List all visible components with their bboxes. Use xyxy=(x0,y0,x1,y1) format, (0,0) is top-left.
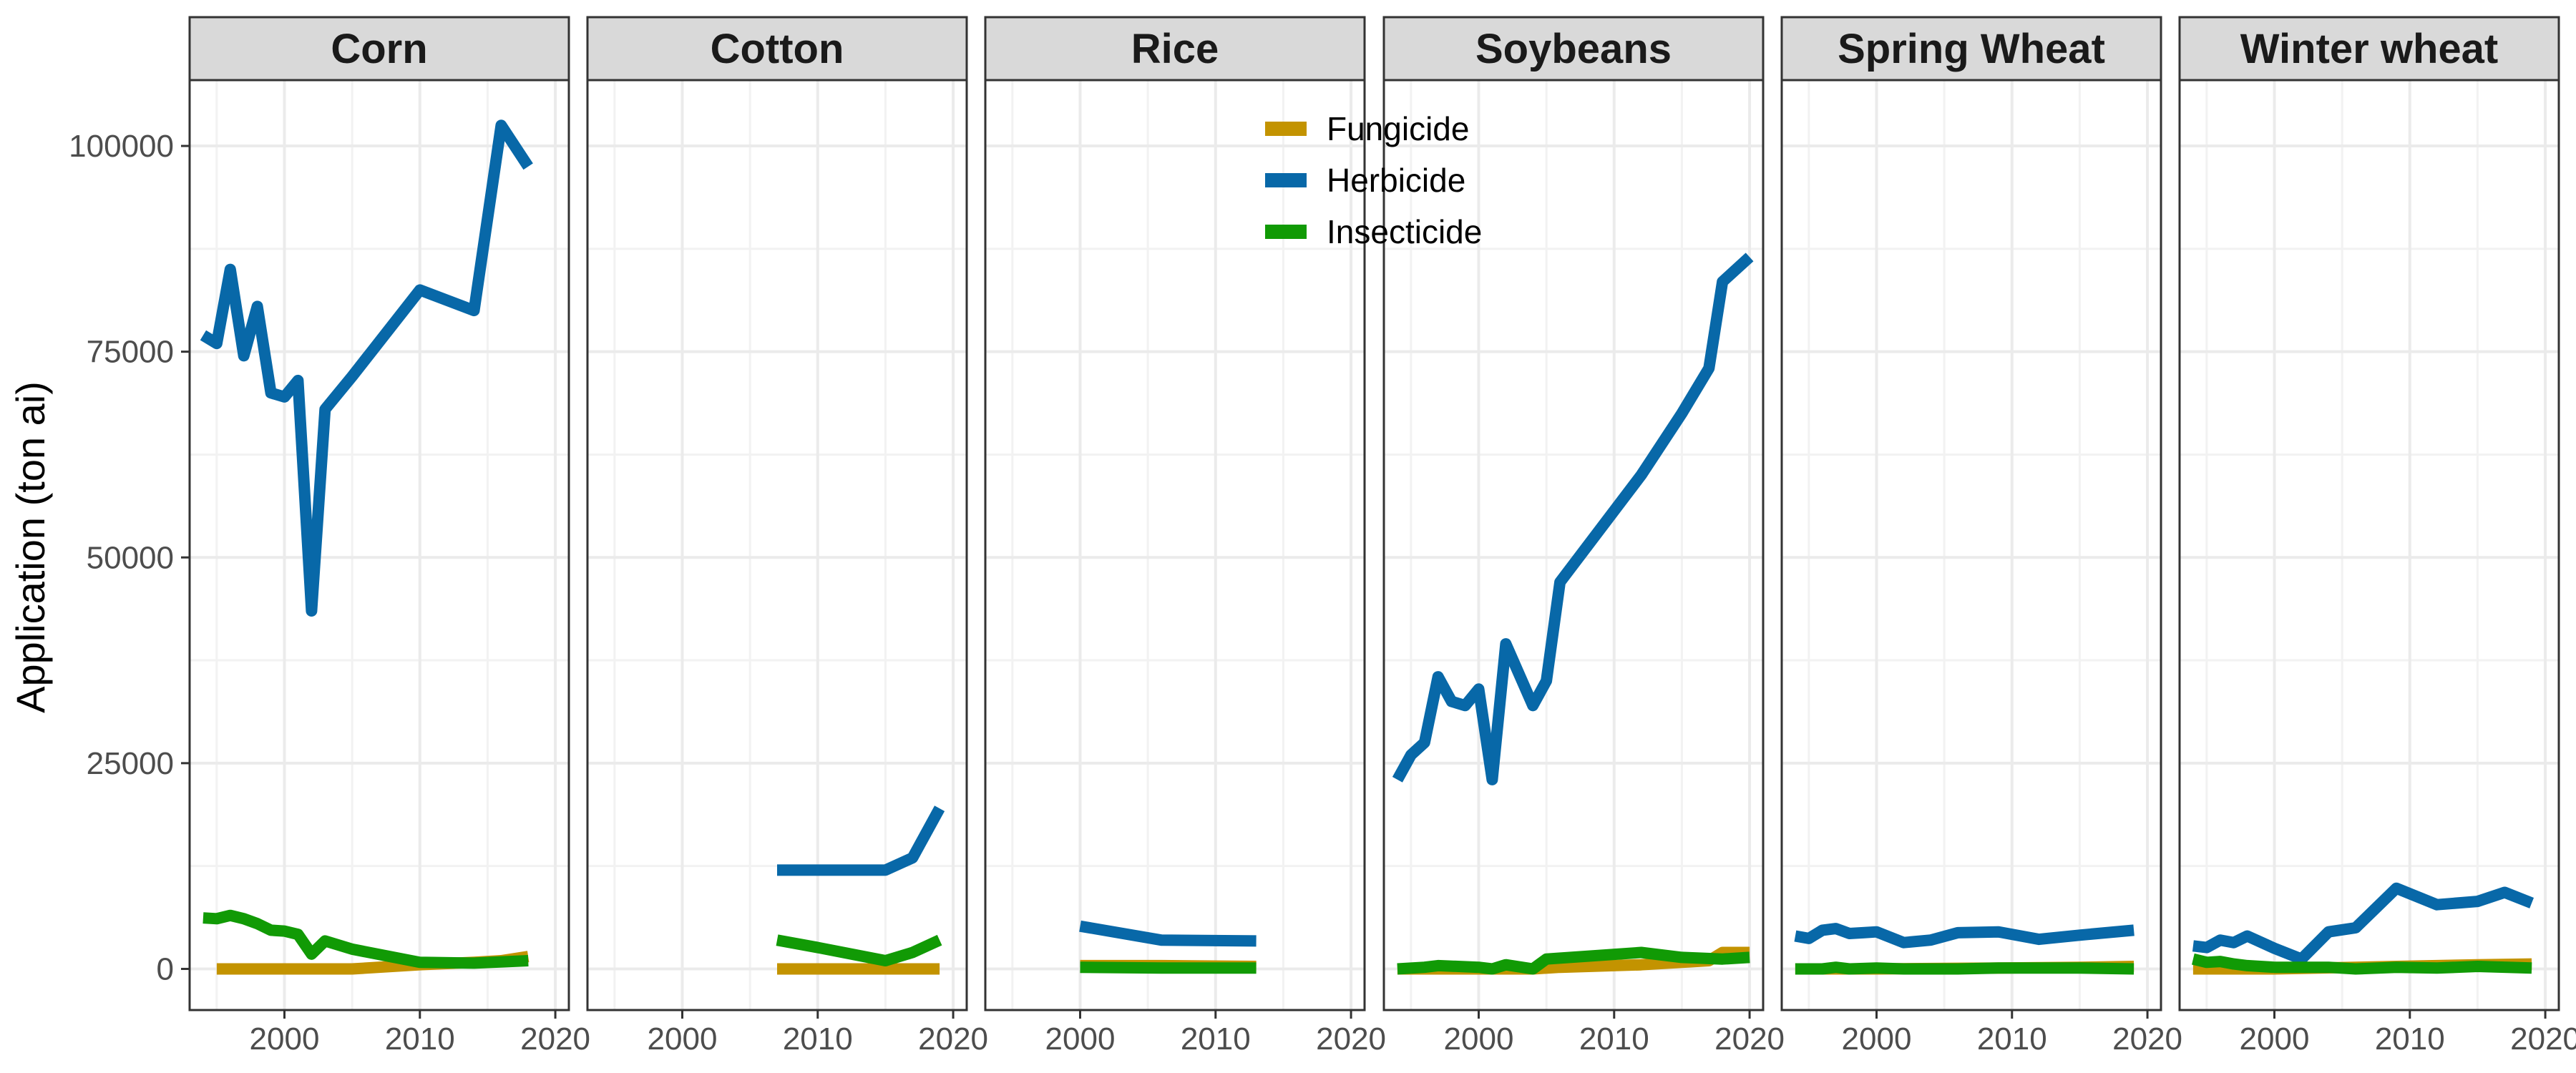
legend-label-insecticide: Insecticide xyxy=(1327,213,1482,250)
legend-key-insecticide xyxy=(1265,225,1307,239)
series-line-herbicide-spring-wheat xyxy=(1794,923,2135,949)
legend-key-herbicide xyxy=(1265,173,1307,187)
facet-strip-winter-wheat xyxy=(2178,16,2560,82)
facet-strip-cotton xyxy=(586,16,968,82)
x-tick-label: 2020 xyxy=(2112,1021,2182,1057)
series-line-herbicide-corn xyxy=(200,119,533,617)
x-tick-label: 2010 xyxy=(783,1021,853,1057)
x-tick-label: 2000 xyxy=(2240,1021,2310,1057)
facet-label-winter-wheat: Winter wheat xyxy=(2240,26,2498,72)
series-line-herbicide-soybeans xyxy=(1392,253,1754,785)
facet-label-soybeans: Soybeans xyxy=(1475,26,1672,72)
y-tick-label: 100000 xyxy=(69,129,174,164)
facet-label-spring-wheat: Spring Wheat xyxy=(1838,26,2105,72)
legend-label-herbicide: Herbicide xyxy=(1327,162,1465,199)
facet-label-corn: Corn xyxy=(331,26,427,72)
x-tick-label: 2020 xyxy=(1714,1021,1785,1057)
series-line-insecticide-winter-wheat xyxy=(2192,953,2532,975)
x-tick-label: 2000 xyxy=(1444,1021,1514,1057)
panel-soybeans: Soybeans 2000 2010 2020 xyxy=(1382,16,1785,1057)
series-line-insecticide-cotton xyxy=(776,934,942,966)
x-tick-label: 2010 xyxy=(1181,1021,1251,1057)
series-line-herbicide-cotton xyxy=(777,805,945,876)
series-line-herbicide-rice xyxy=(1079,920,1257,947)
series-line-insecticide-rice xyxy=(1080,961,1257,974)
series-line-herbicide-winter-wheat xyxy=(2192,882,2534,965)
x-tick-label: 2020 xyxy=(520,1021,590,1057)
x-tick-label: 2000 xyxy=(1045,1021,1116,1057)
panel-background xyxy=(587,80,967,1010)
panel-background xyxy=(1782,80,2161,1010)
facet-strip-rice xyxy=(984,16,1366,82)
x-tick-label: 2020 xyxy=(1316,1021,1386,1057)
x-tick-label: 2010 xyxy=(1579,1021,1649,1057)
panel-rice: Rice 2000 2010 2020 xyxy=(984,16,1386,1057)
series-line-insecticide-soybeans xyxy=(1397,946,1750,975)
x-tick-label: 2010 xyxy=(1977,1021,2047,1057)
x-tick-label: 2000 xyxy=(250,1021,320,1057)
panel-winter-wheat: Winter wheat 2000 2010 2020 xyxy=(2178,16,2576,1057)
series-line-insecticide-spring-wheat xyxy=(1795,961,2135,975)
panel-cotton: Cotton 2000 2010 2020 xyxy=(586,16,988,1057)
y-tick-label: 25000 xyxy=(87,746,174,781)
panel-spring-wheat: Spring Wheat 2000 2010 2020 xyxy=(1780,16,2182,1057)
panel-background xyxy=(2180,80,2559,1010)
facet-strip-spring-wheat xyxy=(1780,16,2162,82)
panel-corn: Corn 2000 2010 2020 xyxy=(188,16,590,1057)
x-tick-label: 2020 xyxy=(2510,1021,2576,1057)
x-tick-label: 2010 xyxy=(2375,1021,2445,1057)
y-tick-label: 50000 xyxy=(87,540,174,575)
y-tick-label: 0 xyxy=(157,951,174,986)
panel-background xyxy=(190,80,569,1010)
legend: Fungicide Herbicide Insecticide xyxy=(1265,110,1482,250)
panel-background xyxy=(1384,80,1763,1010)
x-tick-label: 2010 xyxy=(385,1021,455,1057)
panels-layer: Corn 2000 2010 2020 Cotton 2000 2010 2020 Rice 20… xyxy=(188,16,2576,1057)
legend-label-fungicide: Fungicide xyxy=(1327,110,1469,147)
y-axis: 0 25000 50000 75000 100000 xyxy=(69,129,190,986)
legend-key-fungicide xyxy=(1265,122,1307,136)
y-axis-title: Application (ton ai) xyxy=(8,381,53,713)
facet-label-cotton: Cotton xyxy=(711,26,844,72)
facet-label-rice: Rice xyxy=(1131,26,1219,72)
x-tick-label: 2020 xyxy=(918,1021,988,1057)
x-tick-label: 2000 xyxy=(648,1021,718,1057)
series-line-insecticide-corn xyxy=(203,909,529,969)
x-tick-label: 2000 xyxy=(1842,1021,1912,1057)
y-tick-label: 75000 xyxy=(87,335,174,370)
facet-strip-soybeans xyxy=(1382,16,1765,82)
facet-strip-corn xyxy=(188,16,570,82)
